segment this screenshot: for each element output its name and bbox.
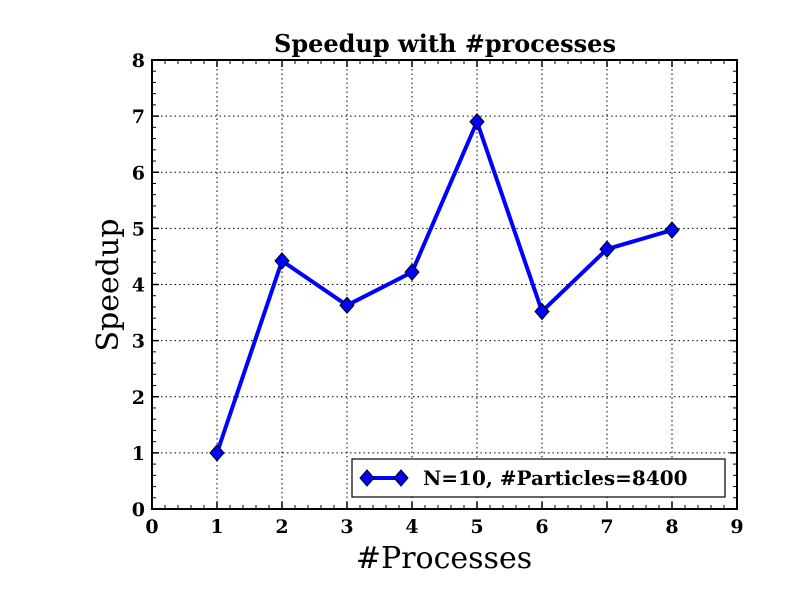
- series-line: [215, 119, 673, 454]
- y-tick-label: 7: [132, 106, 145, 128]
- x-tick-label: 0: [145, 516, 158, 538]
- y-axis-label: Speedup: [91, 219, 126, 352]
- y-tick-label: 1: [132, 443, 145, 465]
- plot-frame: [151, 59, 738, 510]
- y-tick-label: 0: [132, 499, 145, 521]
- data-point: [274, 252, 290, 270]
- x-tick-label: 4: [405, 516, 418, 538]
- legend-label: N=10, #Particles=8400: [423, 466, 688, 490]
- data-point: [339, 296, 355, 315]
- legend-marker: [393, 469, 409, 487]
- data-point: [534, 302, 550, 321]
- legend: N=10, #Particles=8400: [351, 458, 726, 498]
- data-point: [209, 444, 225, 462]
- chart-title: Speedup with #processes: [274, 29, 616, 58]
- x-tick-label: 8: [665, 516, 678, 538]
- x-tick-label: 7: [600, 516, 613, 538]
- y-tick-label: 2: [132, 387, 145, 409]
- x-tick-label: 9: [730, 516, 743, 538]
- y-tick-label: 4: [132, 275, 145, 297]
- data-point: [404, 263, 420, 281]
- x-tick-label: 5: [470, 516, 483, 538]
- x-axis-label: #Processes: [356, 541, 532, 576]
- y-tick-label: 5: [132, 218, 145, 240]
- data-point: [664, 221, 680, 239]
- data-point: [599, 240, 615, 258]
- series-layer: [209, 112, 680, 462]
- y-tick-label: 8: [132, 50, 145, 72]
- y-tick-label: 3: [132, 331, 145, 353]
- x-tick-label: 1: [210, 516, 223, 538]
- legend-box: [351, 458, 726, 498]
- grid-lines: [152, 60, 737, 509]
- data-point: [469, 112, 485, 131]
- legend-marker: [359, 469, 375, 487]
- y-tick-label: 6: [132, 162, 145, 184]
- tick-labels: 0 1 2 3 4 5 6 7 8 9 0 1 2 3 4 5 6 7 8: [132, 50, 744, 538]
- x-tick-label: 2: [275, 516, 288, 538]
- x-tick-label: 3: [340, 516, 353, 538]
- x-tick-label: 6: [535, 516, 548, 538]
